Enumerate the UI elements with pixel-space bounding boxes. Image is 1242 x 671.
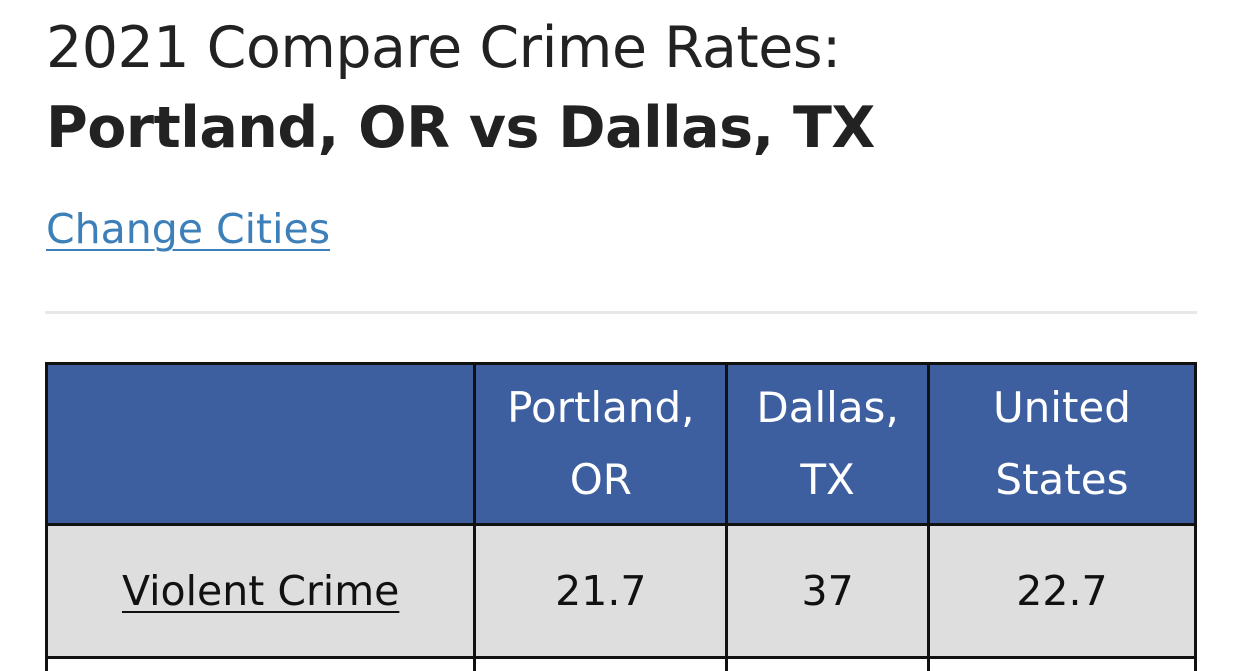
cell-dallas-value: 37 — [725, 523, 930, 659]
header-dallas: Dallas, TX — [725, 362, 930, 526]
header-dallas-line-1: Dallas, — [756, 383, 899, 432]
header-empty-cell — [44, 362, 477, 526]
cell-us-value: 22.7 — [926, 523, 1198, 659]
page-title: 2021 Compare Crime Rates: Portland, OR v… — [46, 8, 875, 168]
divider — [45, 311, 1197, 314]
violent-crime-link[interactable]: Violent Crime — [121, 567, 400, 615]
change-cities-link[interactable]: Change Cities — [46, 205, 331, 253]
cell-portland-cut — [473, 656, 729, 671]
cell-portland-value: 21.7 — [473, 523, 729, 659]
header-portland: Portland, OR — [473, 362, 729, 526]
header-portland-line-2: OR — [569, 455, 632, 504]
table-row — [44, 656, 1198, 671]
cell-dallas-cut — [725, 656, 930, 671]
row-label-cell-cut — [44, 656, 477, 671]
page-title-line-1: 2021 Compare Crime Rates: — [46, 15, 841, 81]
header-dallas-line-2: TX — [800, 455, 855, 504]
header-united-states: United States — [926, 362, 1198, 526]
row-label-cell: Violent Crime — [44, 523, 477, 659]
header-us-line-1: United — [992, 383, 1131, 432]
page-title-line-2: Portland, OR vs Dallas, TX — [46, 95, 875, 161]
header-us-line-2: States — [995, 455, 1129, 504]
table-row: Violent Crime 21.7 37 22.7 — [44, 523, 1198, 659]
crime-rate-table: Portland, OR Dallas, TX United States Vi… — [44, 362, 1198, 671]
cell-us-cut — [926, 656, 1198, 671]
table-header-row: Portland, OR Dallas, TX United States — [44, 362, 1198, 526]
header-portland-line-1: Portland, — [507, 383, 695, 432]
